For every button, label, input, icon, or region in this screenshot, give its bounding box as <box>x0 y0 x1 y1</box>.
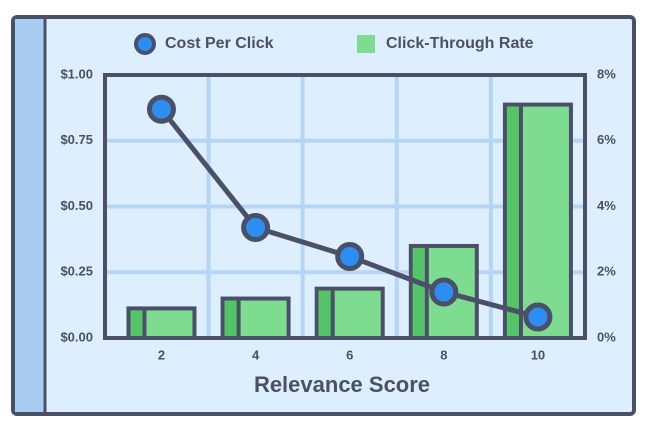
point <box>335 241 365 271</box>
x-axis-label: Relevance Score <box>254 372 430 397</box>
x-tick-label: 10 <box>531 347 545 362</box>
bar-stripe <box>224 300 239 336</box>
side-strip <box>15 19 44 412</box>
y2-tick-label: 4% <box>597 198 616 213</box>
x-tick-label: 8 <box>440 347 447 362</box>
point <box>241 213 271 243</box>
plot-frame <box>103 73 587 340</box>
y2-tick-label: 6% <box>597 132 616 147</box>
x-tick-label: 6 <box>346 347 353 362</box>
point <box>146 94 176 124</box>
y-tick-label: $1.00 <box>60 66 93 81</box>
x-tick-label: 2 <box>158 347 165 362</box>
y-tick-label: $0.75 <box>60 132 93 147</box>
bar-stripe <box>130 310 145 336</box>
bar-stripe <box>412 247 427 336</box>
legend-label: Cost Per Click <box>165 35 274 52</box>
point <box>523 302 553 332</box>
legend-marker <box>134 33 156 55</box>
y-tick-label: $0.00 <box>60 329 93 344</box>
legend-marker <box>357 35 375 53</box>
bar-stripe <box>318 290 333 336</box>
y2-tick-label: 8% <box>597 66 616 81</box>
y-tick-label: $0.50 <box>60 198 93 213</box>
legend-label: Click-Through Rate <box>386 35 534 52</box>
point <box>429 277 459 307</box>
x-tick-label: 4 <box>252 347 260 362</box>
y-tick-label: $0.25 <box>60 264 93 279</box>
y2-tick-label: 0% <box>597 329 616 344</box>
bar-stripe <box>506 106 521 337</box>
y2-tick-label: 2% <box>597 264 616 279</box>
